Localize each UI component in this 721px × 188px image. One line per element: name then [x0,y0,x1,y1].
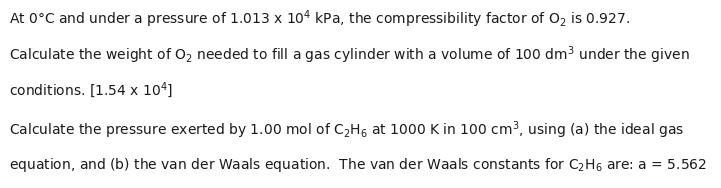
Text: equation, and (b) the van der Waals equation.  The van der Waals constants for C: equation, and (b) the van der Waals equa… [9,156,707,174]
Text: Calculate the pressure exerted by 1.00 mol of C$_{2}$H$_{6}$ at 1000 K in 100 cm: Calculate the pressure exerted by 1.00 m… [9,120,684,141]
Text: Calculate the weight of O$_{2}$ needed to fill a gas cylinder with a volume of 1: Calculate the weight of O$_{2}$ needed t… [9,45,690,66]
Text: At 0°C and under a pressure of 1.013 x 10$^{4}$ kPa, the compressibility factor : At 0°C and under a pressure of 1.013 x 1… [9,9,630,30]
Text: conditions. [1.54 x 10$^{4}$]: conditions. [1.54 x 10$^{4}$] [9,80,174,100]
Text: bar dm$^{6}$ mol$^{-2}$; b = 0.06380 dm$^{3}$ mol$^{-1}$.  [831; 1.72 x 10$^{3}$: bar dm$^{6}$ mol$^{-2}$; b = 0.06380 dm$… [9,187,417,188]
